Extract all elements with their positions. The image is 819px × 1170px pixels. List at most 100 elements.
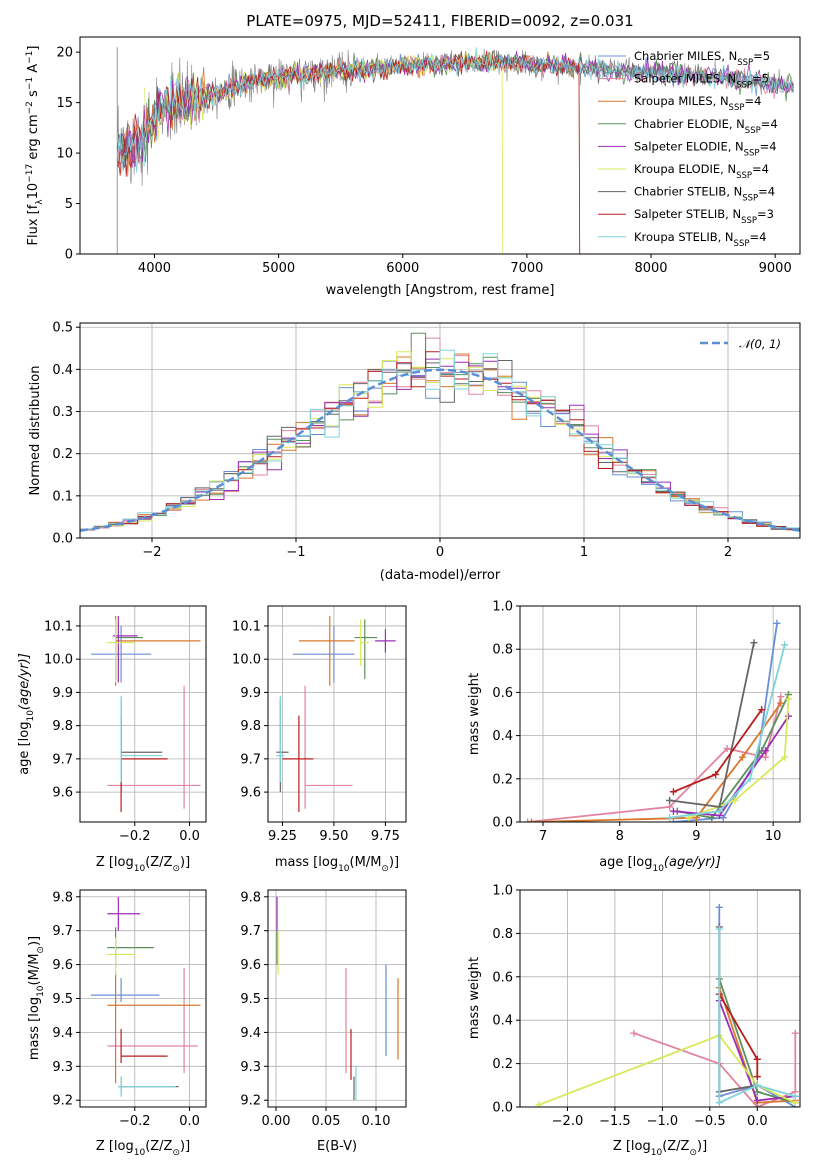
mass-vs-Z-ytick-label: 9.4 [52,1026,73,1041]
weight-vs-Z-ytick-label: 0.0 [492,1101,513,1116]
weight-vs-age-xtick-label: 9 [692,829,700,844]
weight-point-marker [791,1092,799,1100]
legend-part: SSP [736,81,752,91]
legend-part: Salpeter STELIB, N [634,207,741,221]
weight-vs-age-xtick-label: 8 [616,829,624,844]
spectrum-ylabel-part: ] [26,46,41,51]
spectrum-ytick-label: 5 [65,197,73,212]
legend-entry: Salpeter MILES, NSSP=5 [634,72,769,91]
weight-point-marker [535,1101,543,1107]
legend-part: =4 [761,117,778,131]
age-vs-Z-errorbars [90,615,201,813]
weight-vs-Z-xlabel-part: )] [697,1139,707,1154]
weight-point-marker [712,770,720,778]
mass-vs-ebv-ytick-label: 9.2 [240,1094,261,1109]
spectrum-ylabel-part: λ [35,199,45,205]
weight-point-marker [666,814,674,822]
weight-series-line [688,698,790,819]
spectrum-ylabel-part: A [26,64,41,77]
weight-point-marker [791,1029,799,1037]
legend-part: =3 [757,207,774,221]
age-vs-Z-ytick-label: 10.1 [44,619,73,634]
spectrum-ylabel: Flux [fλ10−17 erg cm−2 s−1 A−1] [25,46,45,246]
residuals-xtick-label: 0 [436,545,444,560]
spectrum-xlabel: wavelength [Angstrom, rest frame] [326,283,555,298]
legend-part: Kroupa MILES, N [634,94,729,108]
mass-vs-Z-xlabel-part: 10 [134,1148,146,1158]
weight-point-marker [666,803,674,811]
weight-point-marker [738,753,746,761]
mass-vs-Z-ytick-label: 9.8 [52,890,73,905]
weight-vs-age-series [524,619,792,822]
weight-point-marker [777,693,785,701]
legend-part: SSP [729,103,745,113]
legend-part: SSP [745,126,761,136]
mass-vs-ebv-xtick-label: 0.00 [262,1114,291,1129]
spectrum-xtick-label: 4000 [138,261,171,276]
legend-part: =4 [752,162,769,176]
legend-part: Chabrier STELIB, N [634,185,742,199]
weight-series-line [673,623,778,822]
mass-vs-Z-ytick-label: 9.2 [52,1094,73,1109]
residuals-ytick-label: 0.2 [52,447,73,462]
mass-vs-Z-ylabel-part: mass [log [27,997,42,1060]
weight-vs-Z-frame [519,889,801,1108]
age-vs-Z-xtick-label: 0.0 [179,829,200,844]
weight-point-marker [761,753,769,761]
legend-entry: Chabrier ELODIE, NSSP=4 [634,117,778,136]
mass-vs-ebv-ytick-label: 9.6 [240,958,261,973]
age-vs-mass-xlabel-part: ⊙ [381,864,389,874]
weight-vs-Z-ylabel: mass weight [467,957,482,1039]
weight-vs-age-xtick-label: 10 [765,829,782,844]
spectrum-xtick-label: 8000 [634,261,667,276]
age-vs-Z-frame [79,605,207,823]
legend-entry: Salpeter STELIB, NSSP=3 [634,207,774,226]
weight-series-line [531,702,782,822]
weight-vs-Z-series [535,903,799,1107]
age-vs-mass-xlabel-part: )] [389,855,399,870]
age-vs-mass-errorbars [276,615,396,813]
legend-part: =4 [760,139,777,153]
weight-series-line [538,1034,796,1106]
residuals-ytick-label: 0.0 [52,532,73,547]
mass-vs-ebv-xlabel: E(B-V) [317,1139,357,1154]
spectrum-ylabel-part: −2 [25,101,35,114]
age-vs-mass-xlabel-part: mass [log [275,855,338,870]
weight-point-marker [723,745,731,753]
residuals-xtick-label: −1 [286,545,305,560]
weight-point-marker [719,814,727,822]
legend-entry: Chabrier STELIB, NSSP=4 [634,185,775,204]
mass-vs-ebv-ytick-label: 9.7 [240,924,261,939]
age-vs-Z-xlabel-part: 10 [134,864,146,874]
legend-part: Chabrier MILES, N [634,49,737,63]
residuals-xlabel: (data-model)/error [380,568,501,583]
weight-vs-age-frame [519,605,801,823]
spectrum-ylabel-part: −17 [25,164,35,183]
weight-point-marker [781,641,789,649]
mass-vs-ebv-errorbars [276,896,399,1101]
weight-point-marker [753,1096,761,1104]
age-vs-Z-ytick-label: 10.0 [44,653,73,668]
age-vs-mass-ytick-label: 9.7 [240,752,261,767]
age-vs-Z-ytick-label: 9.7 [52,752,73,767]
weight-vs-Z-xlabel: Z [log10(Z/Z⊙)] [613,1139,707,1158]
weight-vs-age-ytick-label: 0.8 [492,643,513,658]
weight-point-marker [524,818,532,822]
age-vs-mass-ytick-label: 9.9 [240,686,261,701]
age-vs-Z-ytick-label: 9.6 [52,786,73,801]
weight-point-marker [528,818,536,822]
legend-part: SSP [734,239,750,249]
weight-point-marker [784,695,792,703]
histograms [80,332,800,533]
weight-point-marker [746,775,754,783]
legend-entry: Chabrier MILES, NSSP=5 [634,49,770,68]
weight-point-marker [784,712,792,720]
spectrum-ylabel-part: −1 [25,77,35,90]
legend-part: SSP [737,58,753,68]
mass-vs-Z-xtick-label: 0.0 [179,1114,200,1129]
age-vs-Z-ylabel-part: (age/yr)] [17,653,32,710]
weight-vs-Z-xtick-label: −1.5 [599,1114,631,1129]
mass-vs-ebv-ytick-label: 9.8 [240,890,261,905]
mass-vs-Z-ytick-label: 9.3 [52,1060,73,1075]
legend-part: =5 [752,72,769,86]
